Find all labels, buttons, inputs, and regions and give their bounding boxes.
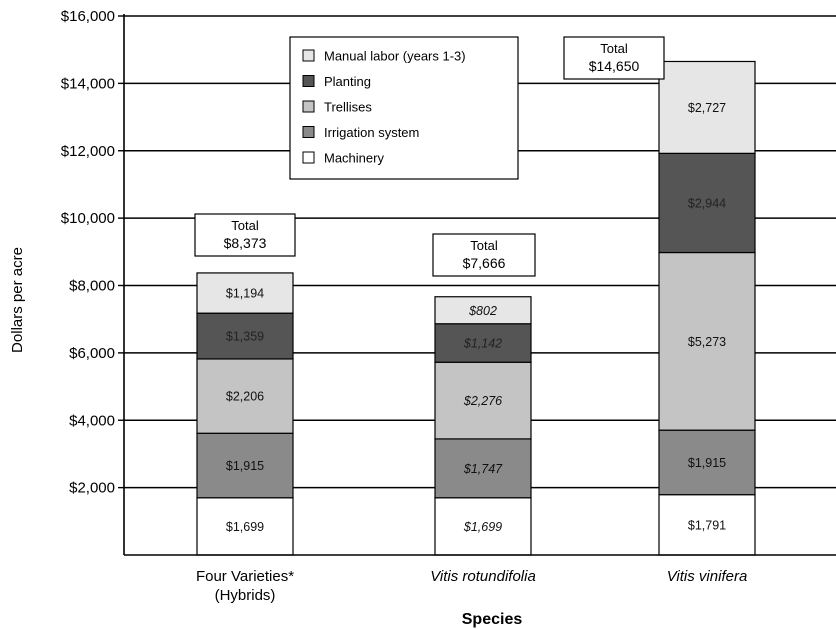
- legend-swatch: [302, 126, 315, 138]
- bar-segment: [434, 296, 532, 325]
- bar-segment: [196, 272, 294, 314]
- legend-entry: Trellises: [324, 100, 372, 115]
- total-value: $8,373: [224, 235, 267, 251]
- bar-value-label: $5,273: [688, 335, 726, 349]
- x-category-label: Vitis vinifera: [667, 568, 748, 585]
- legend-box: [289, 36, 519, 180]
- legend-swatch: [302, 49, 315, 62]
- bar-value-label: $2,276: [463, 394, 502, 408]
- x-category-labels: Four Varieties* (Hybrids) Vitis rotundifol…: [196, 568, 747, 604]
- total-box: [194, 213, 296, 257]
- bar-segment: [658, 429, 756, 496]
- bar-value-label: $1,194: [226, 287, 264, 301]
- x-category-label: (Hybrids): [215, 587, 276, 604]
- legend-entry: Irrigation system: [324, 125, 419, 140]
- bar-value-label: $2,206: [226, 390, 264, 404]
- y-tick-label: $4,000: [69, 412, 115, 429]
- bars: $1,699 $1,915 $2,206 $1,359 $1,194 $1,699 $1,7…: [196, 60, 756, 556]
- legend-swatch: [302, 75, 315, 87]
- bar-segment: [434, 323, 532, 363]
- axes: [118, 14, 836, 556]
- y-tick-labels: $2,000 $4,000 $6,000 $8,000 $10,000 $12,000 $1…: [61, 8, 115, 497]
- legend: Manual labor (years 1-3) Planting Trellise…: [289, 36, 519, 180]
- total-label: Total: [470, 238, 498, 253]
- x-category-label: Four Varieties*: [196, 568, 294, 585]
- y-tick-label: $16,000: [61, 8, 115, 25]
- bar-segment: [196, 358, 294, 434]
- bar-segment: [196, 432, 294, 499]
- bar-segment: [434, 361, 532, 440]
- total-box: [432, 233, 536, 277]
- legend-entry: Planting: [324, 74, 371, 89]
- bar-value-label: $1,915: [226, 459, 264, 473]
- bar-value-label: $1,142: [463, 337, 502, 351]
- bar-value-label: $2,944: [688, 196, 726, 210]
- bar-segment: [434, 497, 532, 556]
- bar-value-label: $1,699: [226, 520, 264, 534]
- legend-entry: Machinery: [324, 151, 384, 166]
- y-tick-label: $14,000: [61, 75, 115, 92]
- bar-segment: [196, 497, 294, 556]
- y-axis-title: Dollars per acre: [9, 247, 26, 353]
- bar-value-label: $1,359: [226, 330, 264, 344]
- bar-value-label: $1,791: [688, 518, 726, 532]
- y-tick-label: $12,000: [61, 143, 115, 160]
- legend-swatch: [302, 151, 315, 164]
- bar-value-label: $2,727: [688, 101, 726, 115]
- y-tick-label: $6,000: [69, 345, 115, 362]
- bar-value-label: $802: [468, 304, 497, 318]
- bar-segment: [658, 251, 756, 431]
- total-label: Total: [600, 41, 628, 56]
- total-value: $7,666: [463, 255, 506, 271]
- y-tick-label: $10,000: [61, 210, 115, 227]
- y-tick-label: $8,000: [69, 278, 115, 295]
- y-tick-label: $2,000: [69, 480, 115, 497]
- x-axis-title: Species: [462, 611, 523, 628]
- x-category-label: Vitis rotundifolia: [430, 568, 536, 585]
- bar-value-label: $1,747: [463, 462, 503, 476]
- total-value: $14,650: [589, 58, 640, 74]
- bar-value-label: $1,699: [463, 520, 502, 534]
- total-label: Total: [231, 218, 259, 233]
- legend-entry: Manual labor (years 1-3): [324, 49, 466, 64]
- total-box: [563, 36, 665, 80]
- legend-swatch: [302, 100, 315, 113]
- bar-segment: [658, 60, 756, 154]
- bar-segment: [658, 494, 756, 556]
- bar-segment: [434, 438, 532, 499]
- bar-value-label: $1,915: [688, 456, 726, 470]
- bar-segment: [658, 152, 756, 254]
- total-callouts: Total $8,373 Total $7,666 Total $14,650: [194, 36, 665, 277]
- bar-segment: [196, 312, 294, 360]
